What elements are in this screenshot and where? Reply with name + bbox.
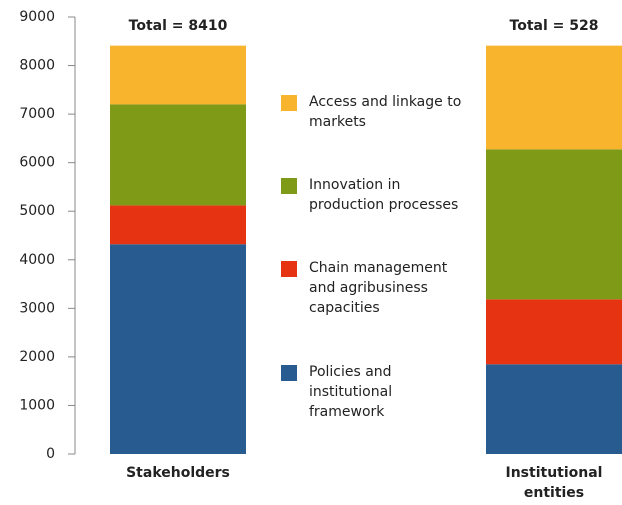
bar-segment: [486, 149, 622, 300]
bar-segment: [110, 104, 246, 206]
y-tick-label: 4000: [19, 252, 55, 268]
bar-total: Total = 528: [510, 18, 599, 34]
bar-segment: [486, 45, 622, 150]
bar-total: Total = 8410: [129, 18, 228, 34]
bar-segment: [110, 205, 246, 245]
bar-segment: [110, 244, 246, 454]
y-tick-label: 7000: [19, 106, 55, 122]
y-tick-label: 3000: [19, 300, 55, 316]
bar-segment: [486, 364, 622, 454]
bar-segment: [486, 299, 622, 365]
legend-swatch: [281, 365, 297, 381]
y-tick-label: 6000: [19, 155, 55, 171]
legend-label: Innovation in production processes: [309, 177, 459, 213]
y-tick-label: 8000: [19, 58, 55, 74]
y-tick-label: 2000: [19, 349, 55, 365]
legend-label: Access and linkage to markets: [309, 94, 462, 130]
legend-label: Chain management and agribusiness capaci…: [309, 260, 448, 316]
category-label: Institutional entities: [505, 465, 603, 501]
legend-swatch: [281, 178, 297, 194]
y-tick-label: 9000: [19, 9, 55, 25]
legend-swatch: [281, 95, 297, 111]
legend-label: Policies and institutional framework: [309, 364, 393, 420]
y-tick-label: 0: [46, 446, 55, 462]
bar-segment: [110, 45, 246, 105]
y-tick-label: 1000: [19, 397, 55, 413]
category-label: Stakeholders: [126, 465, 230, 481]
y-tick-label: 5000: [19, 203, 55, 219]
legend-swatch: [281, 261, 297, 277]
